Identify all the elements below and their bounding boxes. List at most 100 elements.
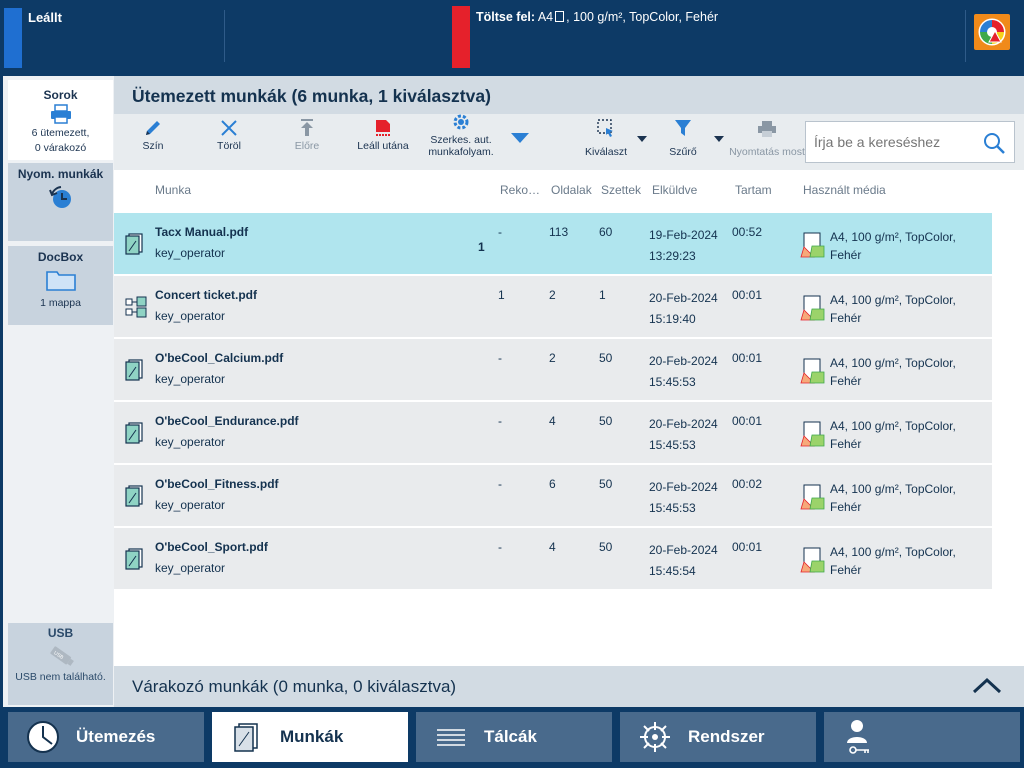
chevron-up-icon[interactable] bbox=[972, 675, 1002, 700]
tab-system[interactable]: Rendszer bbox=[620, 712, 816, 762]
job-duration: 00:01 bbox=[732, 288, 763, 302]
document-stack-icon bbox=[226, 722, 268, 752]
job-pages: 4 bbox=[549, 540, 556, 554]
job-media: A4, 100 g/m², TopColor, Fehér bbox=[830, 480, 956, 516]
clock-icon bbox=[22, 720, 64, 754]
search-input[interactable] bbox=[814, 134, 974, 150]
column-records[interactable]: Reko… bbox=[500, 183, 541, 197]
job-records: - bbox=[498, 414, 502, 428]
delete-button-label: Töröl bbox=[217, 140, 241, 152]
waiting-jobs-bar[interactable]: Várakozó munkák (0 munka, 0 kiválasztva) bbox=[114, 666, 1024, 707]
job-name: O'beCool_Sport.pdf bbox=[155, 540, 268, 554]
table-row[interactable]: O'beCool_Sport.pdf key_operator - 4 50 20-Feb… bbox=[114, 528, 992, 590]
job-pages: 4 bbox=[549, 414, 556, 428]
job-sent-time: 15:45:53 bbox=[649, 501, 696, 515]
job-duration: 00:01 bbox=[732, 351, 763, 365]
tab-jobs[interactable]: Munkák bbox=[212, 712, 408, 762]
job-media-line2: Fehér bbox=[830, 437, 862, 451]
stop-after-button[interactable]: Leáll utána bbox=[352, 114, 414, 170]
media-icon bbox=[800, 421, 826, 452]
color-button[interactable]: Szín bbox=[126, 114, 180, 170]
load-details: , 100 g/m², TopColor, Fehér bbox=[566, 10, 719, 24]
job-media: A4, 100 g/m², TopColor, Fehér bbox=[830, 228, 956, 264]
more-dropdown[interactable] bbox=[507, 114, 533, 170]
variable-data-icon bbox=[125, 296, 147, 323]
triangle-down-icon bbox=[507, 114, 533, 146]
alert-indicator[interactable] bbox=[452, 6, 470, 68]
printer-state-indicator bbox=[4, 8, 22, 68]
filter-button[interactable]: Szűrő bbox=[660, 114, 706, 170]
table-row[interactable]: Concert ticket.pdf key_operator 1 2 1 20-Feb-… bbox=[114, 276, 992, 338]
column-duration[interactable]: Tartam bbox=[735, 183, 772, 197]
job-media-line1: A4, 100 g/m², TopColor, bbox=[830, 482, 956, 496]
edit-workflow-label-1: Szerkes. aut. bbox=[430, 134, 492, 146]
media-icon bbox=[800, 358, 826, 389]
select-button-label: Kiválaszt bbox=[584, 146, 627, 158]
select-dropdown[interactable] bbox=[634, 114, 650, 170]
svg-text:USB: USB bbox=[52, 650, 64, 661]
tab-trays[interactable]: Tálcák bbox=[416, 712, 612, 762]
filter-dropdown[interactable] bbox=[711, 114, 727, 170]
job-media-line2: Fehér bbox=[830, 248, 862, 262]
nav-print-jobs[interactable]: Nyom. munkák bbox=[8, 163, 113, 241]
document-icon bbox=[125, 548, 143, 575]
job-sent-time: 15:45:53 bbox=[649, 438, 696, 452]
job-sent-date: 20-Feb-2024 bbox=[649, 543, 718, 557]
job-sent: 20-Feb-2024 15:45:53 bbox=[649, 414, 718, 456]
job-pages: 6 bbox=[549, 477, 556, 491]
nav-queues-waiting: 0 várakozó bbox=[34, 142, 87, 154]
job-sent-time: 15:19:40 bbox=[649, 312, 696, 326]
delete-button[interactable]: Töröl bbox=[202, 114, 256, 170]
print-now-button[interactable]: Nyomtatás most bbox=[728, 114, 806, 170]
search-icon[interactable] bbox=[982, 131, 1006, 160]
column-pages[interactable]: Oldalak bbox=[551, 183, 592, 197]
toolbar: Szín Töröl Előre Leáll utána Szerkes. au… bbox=[114, 114, 1024, 170]
job-media: A4, 100 g/m², TopColor, Fehér bbox=[830, 354, 956, 390]
document-icon bbox=[125, 359, 143, 386]
pencil-icon bbox=[126, 114, 180, 140]
job-duration: 00:52 bbox=[732, 225, 763, 239]
job-media-line2: Fehér bbox=[830, 374, 862, 388]
column-sets[interactable]: Szettek bbox=[601, 183, 642, 197]
job-media-line2: Fehér bbox=[830, 563, 862, 577]
media-icon bbox=[800, 484, 826, 515]
nav-queues[interactable]: Sorok 6 ütemezett, 0 várakozó bbox=[8, 80, 113, 160]
scheduled-header[interactable]: Ütemezett munkák (6 munka, 1 kiválasztva… bbox=[114, 76, 1024, 114]
job-sets: 1 bbox=[599, 288, 606, 302]
search-box[interactable] bbox=[805, 121, 1015, 163]
history-icon bbox=[8, 181, 113, 215]
select-icon bbox=[578, 114, 634, 140]
filter-button-label: Szűrő bbox=[669, 146, 697, 158]
edit-workflow-label-2: munkafolyam. bbox=[428, 146, 494, 158]
tab-user[interactable] bbox=[824, 712, 1020, 762]
load-media-message[interactable]: Töltse fel: A4 , 100 g/m², TopColor, Fehé… bbox=[476, 10, 718, 24]
job-media-line2: Fehér bbox=[830, 311, 862, 325]
tab-schedule[interactable]: Ütemezés bbox=[8, 712, 204, 762]
load-format: A4 bbox=[537, 10, 554, 24]
nav-usb[interactable]: USB USB USB nem található. bbox=[8, 623, 113, 705]
column-job[interactable]: Munka bbox=[155, 183, 192, 197]
printer-state-label: Leállt bbox=[28, 10, 62, 25]
tab-trays-label: Tálcák bbox=[484, 727, 537, 746]
table-row[interactable]: O'beCool_Calcium.pdf key_operator - 2 50 20-F… bbox=[114, 339, 992, 401]
job-name: O'beCool_Calcium.pdf bbox=[155, 351, 284, 365]
job-name: O'beCool_Endurance.pdf bbox=[155, 414, 299, 428]
select-button[interactable]: Kiválaszt bbox=[578, 114, 634, 170]
caret-down-icon bbox=[634, 114, 650, 144]
column-sent[interactable]: Elküldve bbox=[652, 183, 698, 197]
table-row[interactable]: O'beCool_Fitness.pdf key_operator - 6 50 20-F… bbox=[114, 465, 992, 527]
print-now-label: Nyomtatás most bbox=[729, 146, 805, 158]
nav-docbox[interactable]: DocBox 1 mappa bbox=[8, 246, 113, 325]
job-sets: 60 bbox=[599, 225, 613, 239]
column-media[interactable]: Használt média bbox=[803, 183, 886, 197]
forward-button[interactable]: Előre bbox=[280, 114, 334, 170]
edit-workflow-button[interactable]: Szerkes. aut. munkafolyam. bbox=[424, 114, 498, 170]
nav-docbox-title: DocBox bbox=[37, 250, 84, 264]
job-sets: 50 bbox=[599, 540, 613, 554]
job-sent-date: 19-Feb-2024 bbox=[649, 228, 718, 242]
table-row[interactable]: O'beCool_Endurance.pdf key_operator - 4 50 20… bbox=[114, 402, 992, 464]
media-icon bbox=[800, 295, 826, 326]
table-row[interactable]: Tacx Manual.pdf key_operator 1- 113 60 19-Feb… bbox=[114, 213, 992, 275]
color-status-icon[interactable] bbox=[974, 14, 1010, 50]
job-media-line1: A4, 100 g/m², TopColor, bbox=[830, 419, 956, 433]
